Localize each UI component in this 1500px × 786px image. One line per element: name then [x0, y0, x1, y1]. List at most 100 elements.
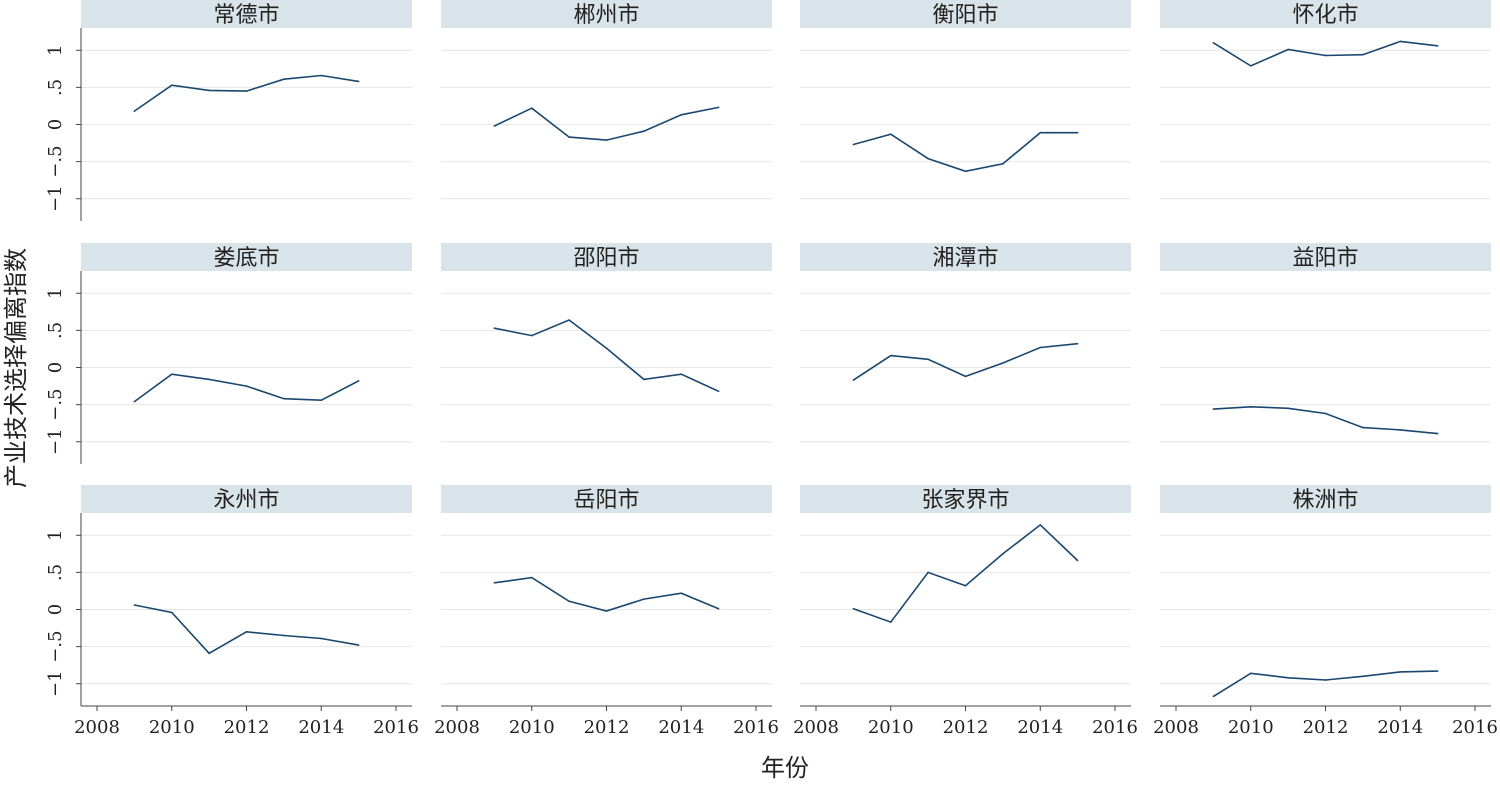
data-point	[1212, 42, 1215, 44]
y-tick-label: .5	[45, 564, 66, 581]
panel: 常德市 1 .5 0 −.5 −1	[45, 0, 412, 221]
data-point	[1249, 406, 1252, 408]
x-tick-label: 2010	[509, 717, 555, 738]
panel: 邵阳市	[441, 243, 772, 443]
data-point	[170, 84, 173, 86]
series-line	[1212, 40, 1438, 67]
data-point	[357, 380, 360, 382]
x-tick-label: 2016	[733, 717, 779, 738]
panel: 张家界市 2008 2010 2012 2014 2016	[793, 485, 1138, 738]
data-point	[1039, 346, 1042, 349]
panel-strip	[800, 485, 1131, 513]
y-tick-label: −1	[45, 185, 66, 212]
panel-title: 怀化市	[1292, 3, 1358, 28]
data-point	[1436, 670, 1439, 672]
data-point	[530, 576, 533, 579]
x-tick-label: 2014	[1377, 717, 1423, 738]
panel: 娄底市 1 .5 0 −.5 −1	[45, 243, 412, 464]
panel-strip	[81, 485, 412, 513]
data-point	[1324, 679, 1327, 681]
data-point	[493, 125, 496, 127]
data-point	[852, 379, 855, 381]
data-point	[1362, 426, 1364, 429]
series-line	[494, 576, 719, 612]
panel: 怀化市	[1160, 0, 1491, 200]
panel-strip	[81, 243, 412, 271]
panel-strip	[81, 0, 412, 28]
data-point	[1002, 553, 1004, 555]
data-point	[170, 373, 173, 375]
panel-strip	[800, 0, 1131, 28]
data-point	[133, 400, 136, 403]
panel-strip	[441, 243, 772, 271]
data-point	[1076, 559, 1079, 562]
data-point	[357, 644, 360, 646]
data-point	[889, 621, 892, 623]
y-tick-label: 0	[45, 119, 66, 130]
data-point	[927, 358, 929, 361]
y-tick-label: −1	[45, 670, 66, 697]
data-point	[568, 600, 570, 603]
data-point	[964, 584, 967, 587]
data-point	[852, 607, 855, 610]
data-point	[208, 378, 210, 381]
data-point	[1002, 362, 1004, 364]
data-point	[1436, 432, 1439, 435]
x-tick-label: 2012	[1303, 717, 1349, 738]
data-point	[1287, 676, 1289, 679]
panel-strip	[1160, 485, 1491, 513]
data-point	[927, 157, 929, 160]
x-tick-label: 2008	[74, 717, 120, 738]
data-point	[1287, 48, 1289, 51]
panel-strip	[1160, 0, 1491, 28]
panel: 永州市 1 .5 0 −.5 −1 2008 2010 2012 2014 2016	[45, 485, 419, 738]
data-point	[889, 354, 892, 357]
x-tick-label: 2012	[943, 717, 989, 738]
panel-title: 娄底市	[213, 246, 279, 271]
data-point	[1249, 65, 1252, 67]
data-point	[643, 130, 645, 132]
series-line	[134, 604, 359, 655]
data-point	[568, 136, 570, 138]
panel-title: 永州市	[213, 488, 279, 513]
y-tick-label: 1	[45, 530, 66, 541]
panel-title: 株洲市	[1292, 488, 1358, 513]
y-tick-label: −.5	[45, 145, 66, 177]
x-tick-label: 2012	[584, 717, 630, 738]
series-line	[133, 373, 359, 403]
data-point	[245, 630, 248, 633]
data-point	[245, 385, 248, 387]
data-point	[643, 598, 645, 600]
data-point	[1362, 675, 1364, 678]
data-point	[1287, 407, 1289, 410]
x-tick-label: 2008	[434, 717, 480, 738]
y-tick-label: −1	[45, 428, 66, 455]
data-point	[568, 319, 570, 321]
series-line	[853, 131, 1078, 173]
data-point	[927, 571, 929, 574]
panel-title: 岳阳市	[573, 488, 639, 513]
panel-title: 邵阳市	[573, 246, 639, 271]
y-tick-label: .5	[45, 322, 66, 339]
data-point	[357, 80, 360, 83]
data-point	[1249, 672, 1252, 675]
y-tick-label: −.5	[45, 388, 66, 420]
data-point	[717, 607, 720, 610]
data-point	[964, 170, 967, 173]
data-point	[1324, 54, 1327, 57]
series-line	[133, 74, 359, 112]
data-point	[245, 90, 248, 92]
data-point	[530, 334, 533, 337]
panel: 湘潭市	[800, 243, 1131, 443]
data-point	[889, 133, 892, 135]
x-tick-label: 2008	[1153, 717, 1199, 738]
panel-title: 益阳市	[1292, 246, 1358, 271]
x-tick-label: 2010	[868, 717, 914, 738]
y-tick-label: 0	[45, 362, 66, 373]
data-point	[717, 390, 720, 393]
data-point	[605, 139, 608, 141]
data-point	[680, 114, 683, 116]
data-point	[1324, 412, 1327, 415]
data-point	[1399, 429, 1402, 431]
